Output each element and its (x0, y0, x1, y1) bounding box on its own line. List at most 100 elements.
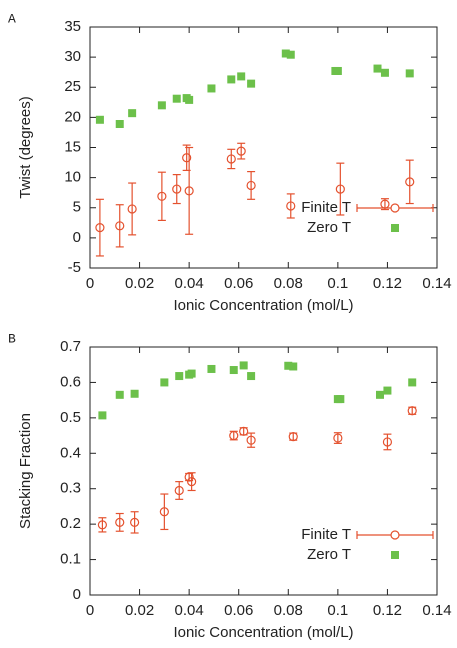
x-tick-label: 0 (86, 602, 94, 619)
marker (115, 390, 124, 399)
y-tick-label: 10 (64, 169, 81, 186)
marker (159, 507, 169, 517)
marker (405, 177, 415, 187)
error-bar (95, 198, 104, 257)
error-bar (98, 517, 107, 533)
marker (226, 154, 236, 164)
marker (128, 109, 137, 118)
marker (288, 432, 298, 442)
legend-circle (390, 530, 400, 540)
y-tick-label: 0.6 (60, 373, 81, 390)
error-bar (383, 433, 392, 451)
marker (97, 520, 107, 530)
error-bar (237, 142, 246, 160)
marker (405, 69, 414, 78)
y-tick-label: 15 (64, 138, 81, 155)
x-tick-label: 0.02 (125, 602, 154, 619)
marker (172, 94, 181, 103)
plot-frame (89, 346, 438, 596)
marker (335, 184, 345, 194)
x-tick-label: 0.12 (373, 275, 402, 292)
marker (336, 395, 345, 404)
plot-frame (89, 26, 438, 269)
marker (127, 204, 137, 214)
legend-label: Finite T (301, 526, 351, 543)
x-tick-label: 0.14 (422, 275, 451, 292)
marker (160, 378, 169, 387)
marker (333, 66, 342, 75)
y-tick-label: 30 (64, 48, 81, 65)
marker (408, 378, 417, 387)
y-axis-title: Twist (degrees) (17, 96, 34, 199)
error-bar (115, 204, 124, 248)
error-bar (160, 493, 169, 531)
marker (407, 406, 417, 416)
y-tick-label: 35 (64, 18, 81, 35)
y-tick-label: 0.1 (60, 551, 81, 568)
marker (172, 184, 182, 194)
y-tick-label: 25 (64, 78, 81, 95)
legend-circle (390, 203, 400, 213)
marker (130, 517, 140, 527)
marker (247, 372, 256, 381)
marker (130, 389, 139, 398)
marker (375, 390, 384, 399)
error-bar (247, 171, 256, 200)
marker (182, 153, 192, 163)
marker (207, 364, 216, 373)
marker (227, 75, 236, 84)
marker (98, 411, 107, 420)
marker (284, 361, 293, 370)
x-axis-title: Ionic Concentration (mol/L) (173, 297, 353, 314)
panel-label: B (8, 331, 16, 346)
marker (157, 101, 166, 110)
marker (187, 369, 196, 378)
marker (373, 64, 382, 73)
x-tick-label: 0.12 (373, 602, 402, 619)
y-tick-label: 0 (73, 586, 81, 603)
x-tick-label: 0.02 (125, 275, 154, 292)
marker (115, 517, 125, 527)
marker (247, 79, 256, 88)
marker (246, 435, 256, 445)
marker (289, 362, 298, 371)
marker (281, 49, 290, 58)
y-tick-label: 0.3 (60, 480, 81, 497)
error-bar (157, 171, 166, 222)
marker (286, 201, 296, 211)
legend-label: Zero T (307, 219, 351, 236)
marker (237, 72, 246, 81)
marker (187, 477, 197, 487)
y-tick-label: 0.5 (60, 409, 81, 426)
marker (175, 372, 184, 381)
x-tick-label: 0.04 (175, 275, 204, 292)
marker (157, 191, 167, 201)
panel-label: A (8, 11, 16, 26)
error-bar (128, 182, 137, 236)
x-tick-label: 0.06 (224, 602, 253, 619)
marker (380, 68, 389, 77)
x-tick-label: 0.14 (422, 602, 451, 619)
x-tick-label: 0.1 (327, 275, 348, 292)
x-tick-label: 0.08 (274, 602, 303, 619)
x-tick-label: 0.06 (224, 275, 253, 292)
legend-marker (356, 530, 434, 540)
error-bar (336, 162, 345, 216)
x-tick-label: 0 (86, 275, 94, 292)
marker (236, 146, 246, 156)
marker (239, 426, 249, 436)
marker (115, 120, 124, 129)
marker (184, 186, 194, 196)
x-tick-label: 0.1 (327, 602, 348, 619)
y-axis-title: Stacking Fraction (17, 413, 34, 529)
marker (286, 50, 295, 59)
legend-marker (391, 551, 399, 559)
error-bar (286, 193, 295, 219)
error-bar (227, 148, 236, 170)
error-bar (115, 512, 124, 532)
x-axis-title: Ionic Concentration (mol/L) (173, 624, 353, 641)
error-bar (130, 511, 139, 534)
marker (95, 223, 105, 233)
y-tick-label: 0 (73, 229, 81, 246)
